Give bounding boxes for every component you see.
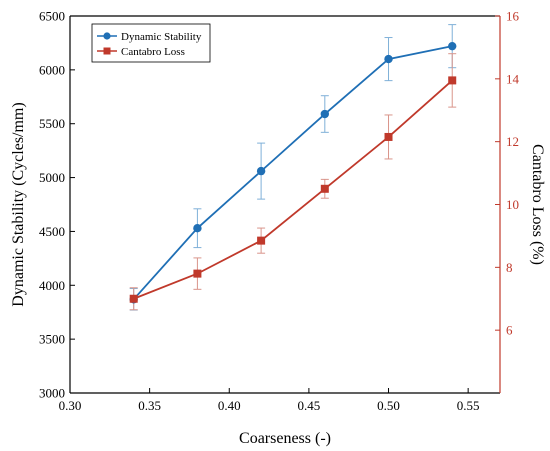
- y-left-axis-title: Dynamic Stability (Cycles/mm): [10, 102, 27, 306]
- error-bars: [129, 24, 457, 311]
- legend-entry: Dynamic Stability: [121, 31, 202, 43]
- y-right-tick-label: 6: [506, 323, 513, 338]
- y-right-axis-title: Cantabro Loss (%): [529, 144, 546, 265]
- data-point: [448, 76, 457, 85]
- data-point: [320, 184, 329, 193]
- y-left-tick-label: 5500: [39, 116, 65, 131]
- y-left-tick-label: 3000: [39, 386, 65, 401]
- x-tick-label: 0.55: [457, 398, 480, 413]
- y-left-tick-label: 5000: [39, 170, 65, 185]
- series: [129, 41, 457, 304]
- axes: 0.30 0.35 0.40 0.45 0.50 0.55 3000 3500 4000 4500…: [39, 9, 520, 414]
- y-left-tick-label: 4000: [39, 278, 65, 293]
- y-right-tick-label: 16: [506, 9, 520, 24]
- y-right-tick-label: 8: [506, 260, 513, 275]
- legend-box: [91, 23, 211, 63]
- series-line-1: [133, 79, 453, 300]
- x-tick-label: 0.35: [138, 398, 161, 413]
- data-point: [257, 236, 266, 245]
- y-right-tick-label: 14: [506, 71, 520, 86]
- legend-marker: [103, 32, 111, 40]
- data-point: [193, 269, 202, 278]
- x-tick-label: 0.40: [218, 398, 241, 413]
- y-right-tick-label: 10: [506, 197, 519, 212]
- x-axis-title: Coarseness (-): [239, 430, 331, 447]
- y-left-tick-label: 6000: [39, 62, 65, 77]
- data-point: [193, 223, 202, 233]
- x-tick-label: 0.45: [298, 398, 321, 413]
- x-tick-label: 0.50: [377, 398, 400, 413]
- y-left-tick-label: 3500: [39, 332, 65, 347]
- data-point: [256, 166, 266, 176]
- data-point: [129, 294, 138, 303]
- legend: Dynamic Stability Cantabro Loss: [91, 23, 211, 63]
- legend-marker: [103, 47, 111, 55]
- legend-entry: Cantabro Loss: [121, 46, 185, 58]
- data-point: [384, 132, 393, 141]
- y-left-tick-label: 4500: [39, 224, 65, 239]
- y-right-tick-label: 12: [506, 134, 519, 149]
- data-point: [448, 41, 457, 51]
- y-left-tick-label: 6500: [39, 9, 65, 24]
- data-point: [384, 54, 393, 64]
- series-line-0: [133, 45, 453, 300]
- x-tick-label: 0.30: [59, 398, 82, 413]
- data-point: [320, 109, 330, 119]
